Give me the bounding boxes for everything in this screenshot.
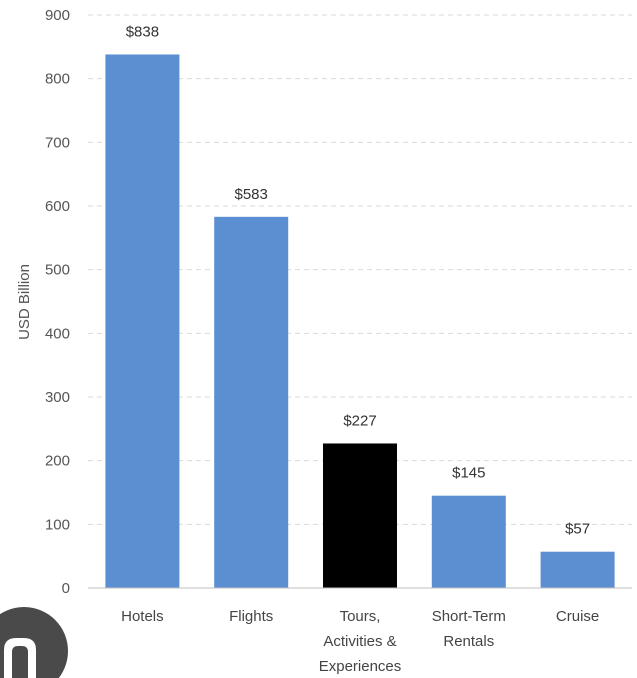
- category-label: Rentals: [443, 633, 494, 650]
- category-label: Activities &: [323, 633, 396, 650]
- y-tick-label: 0: [62, 580, 70, 597]
- y-tick-label: 200: [45, 453, 70, 470]
- bars: [105, 54, 615, 589]
- y-tick-label: 800: [45, 71, 70, 88]
- data-label: $227: [343, 412, 376, 429]
- category-label: Hotels: [121, 608, 164, 625]
- y-tick-label: 300: [45, 389, 70, 406]
- y-tick-label: 600: [45, 198, 70, 215]
- y-tick-label: 400: [45, 325, 70, 342]
- bar: [323, 443, 397, 588]
- y-tick-label: 900: [45, 7, 70, 24]
- bar: [540, 551, 615, 588]
- partial-logo-icon: [0, 607, 68, 678]
- data-label: $145: [452, 465, 485, 482]
- category-label: Flights: [229, 608, 273, 625]
- y-axis-title: USD Billion: [16, 264, 33, 340]
- category-labels: Hotels Flights Tours, Activities & Experienc…: [121, 608, 599, 675]
- data-labels: $838 $583 $227 $145 $57: [126, 23, 590, 537]
- bar: [431, 495, 506, 588]
- y-tick-label: 700: [45, 134, 70, 151]
- bar: [214, 216, 289, 588]
- data-label: $583: [235, 186, 268, 203]
- data-label: $57: [565, 521, 590, 538]
- y-tick-label: 500: [45, 262, 70, 279]
- data-label: $838: [126, 23, 159, 40]
- category-label: Experiences: [319, 658, 402, 675]
- y-tick-label: 100: [45, 516, 70, 533]
- category-label: Short-Term: [432, 608, 506, 625]
- category-label: Tours,: [340, 608, 381, 625]
- category-label: Cruise: [556, 608, 599, 625]
- y-axis-ticks: 0 100 200 300 400 500 600 700 800 900: [45, 7, 70, 597]
- bar: [105, 54, 180, 589]
